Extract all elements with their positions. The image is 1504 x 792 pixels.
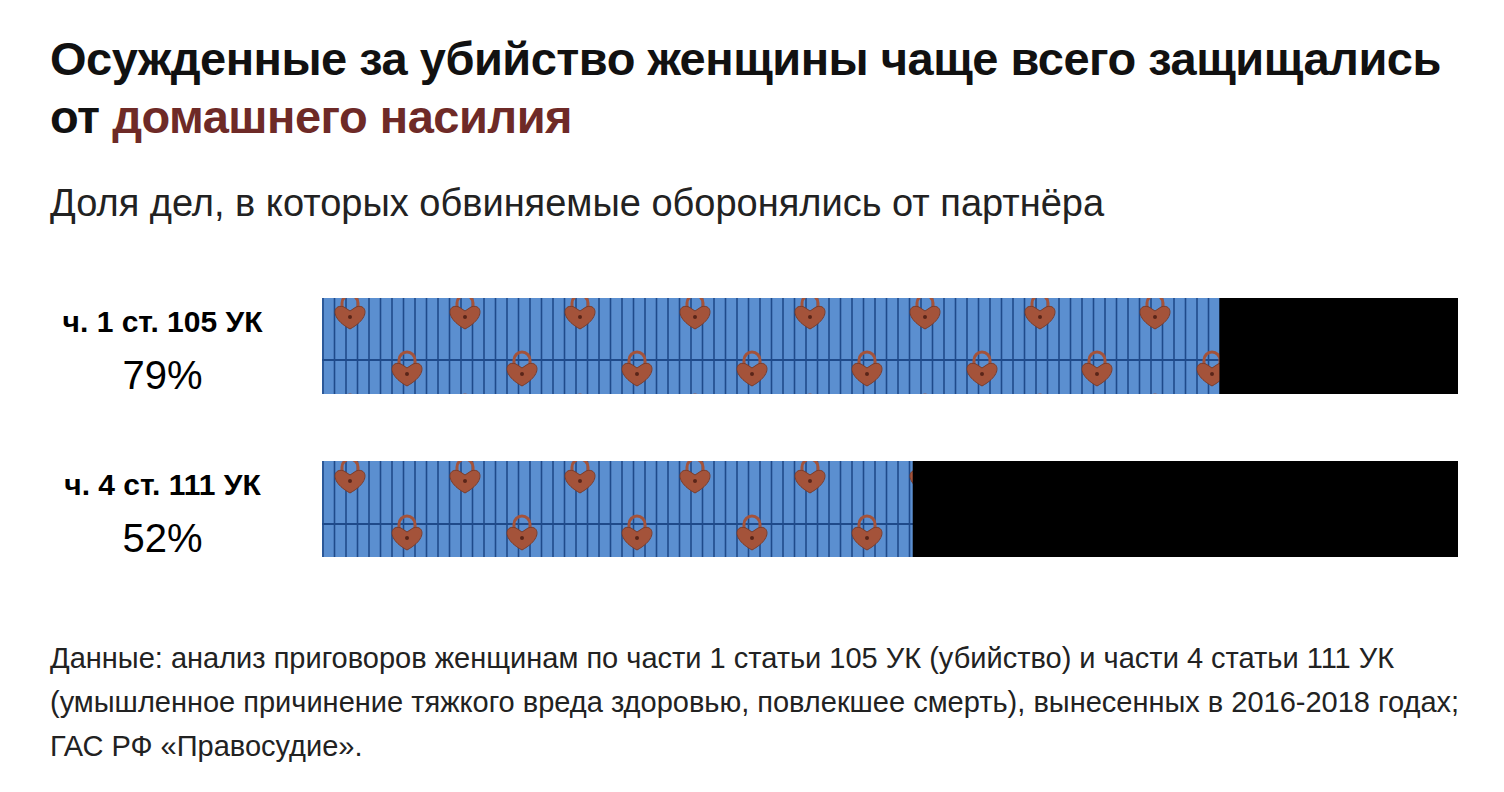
svg-text:52%: 52%	[122, 516, 202, 560]
html-text:Доля дел, в которых обвиняемые: Доля дел, в которых обвиняемые обороняли…	[50, 182, 1105, 224]
html-text:Данные: анализ приговоров женщ: Данные: анализ приговоров женщинам по ча…	[50, 642, 1460, 762]
svg-text:ч. 4 ст. 111 УК: ч. 4 ст. 111 УК	[64, 468, 261, 501]
svg-text:79%: 79%	[122, 353, 202, 397]
html-text:Осужденные за убийство женщины: Осужденные за убийство женщины чаще всег…	[50, 32, 1441, 143]
svg-text:ч. 1 ст. 105 УК: ч. 1 ст. 105 УК	[63, 305, 264, 338]
